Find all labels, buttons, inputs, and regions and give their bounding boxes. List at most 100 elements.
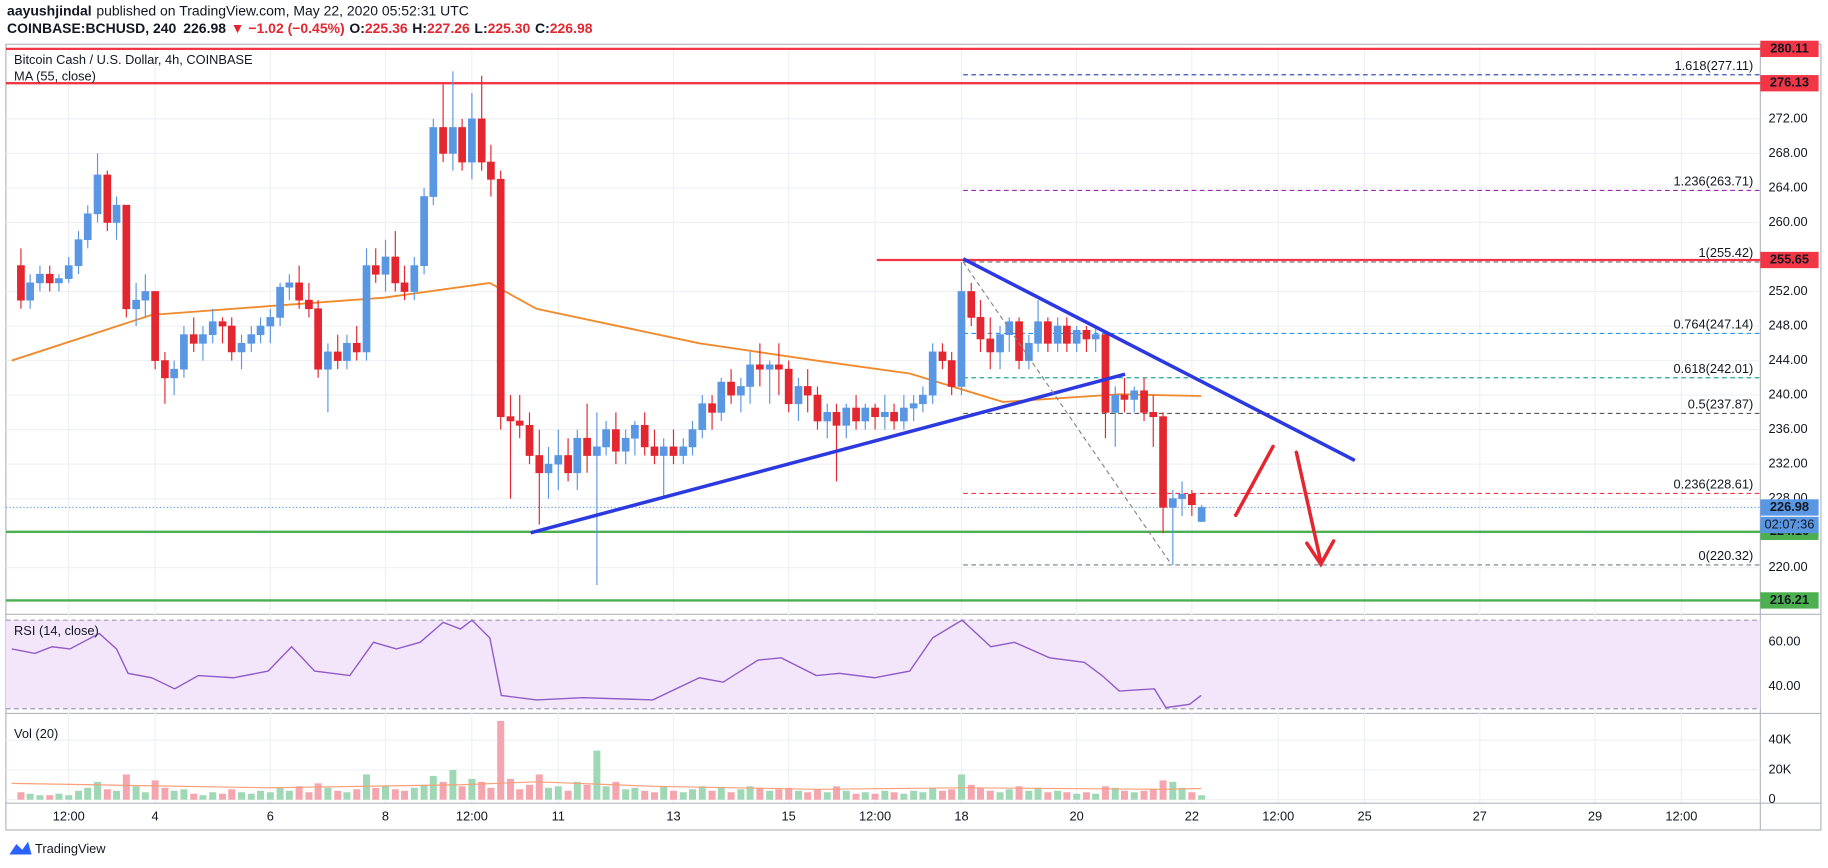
- volume-bar: [1073, 793, 1081, 800]
- symbol-line: COINBASE:BCHUSD, 240 226.98 ▼ −1.02 (−0.45…: [7, 20, 593, 36]
- volume-bar: [199, 795, 207, 800]
- volume-bar: [1044, 792, 1052, 800]
- volume-bar: [852, 793, 860, 800]
- volume-bar: [420, 784, 428, 800]
- candle-body: [285, 282, 294, 288]
- fib-label: 1.618(277.11): [1674, 58, 1753, 73]
- candle-body: [727, 381, 735, 396]
- volume-bar: [967, 784, 975, 800]
- x-tick-label: 12:00: [456, 809, 488, 824]
- volume-bar: [871, 793, 879, 800]
- volume-bar: [439, 781, 447, 800]
- volume-bar: [55, 793, 63, 800]
- volume-bar: [688, 789, 696, 800]
- candle-body: [708, 403, 716, 413]
- candle-body: [496, 178, 505, 418]
- volume-bar: [132, 786, 140, 800]
- volume-bar: [141, 792, 149, 800]
- rsi-line: [11, 619, 1202, 709]
- candle-body: [746, 364, 754, 387]
- logo: [9, 841, 32, 855]
- y-tick-label: 232.00: [1768, 456, 1807, 471]
- candle-body: [612, 429, 620, 452]
- candle-body: [410, 265, 419, 292]
- axes: 12:00 4 6 8 12:00 11 13 15 12:00 18 20 22 12:00 25 27 2…: [53, 40, 1819, 824]
- candle-body: [909, 403, 918, 409]
- brand: TradingView: [35, 841, 106, 856]
- volume-bar: [919, 792, 927, 800]
- candle-body: [141, 291, 150, 301]
- volume-bar: [1169, 781, 1177, 800]
- volume-bar: [94, 781, 102, 800]
- candle-body: [832, 412, 841, 426]
- volume-bar: [113, 790, 121, 800]
- candle-body: [525, 424, 534, 456]
- y-tick-label: 248.00: [1768, 317, 1807, 332]
- candle-body: [1197, 507, 1206, 522]
- volume-bar: [314, 783, 322, 800]
- axis-price-box: [1760, 40, 1819, 58]
- volume-bar: [46, 795, 54, 800]
- candle-body: [487, 161, 495, 180]
- x-tick-label: 12:00: [859, 809, 891, 824]
- rsi-legend: RSI (14, close): [14, 623, 99, 638]
- volume-bar: [526, 784, 533, 800]
- volume-bar: [257, 790, 265, 800]
- candle-body: [189, 334, 198, 344]
- footer-logo: TradingView: [9, 841, 106, 856]
- volume-bar: [103, 789, 111, 800]
- x-tick-label: 20: [1070, 809, 1084, 824]
- author: aayushjindal: [7, 2, 92, 18]
- volume-bar: [26, 793, 34, 800]
- volume-bar: [266, 792, 274, 800]
- trendline: [962, 261, 1173, 566]
- candle-body: [112, 204, 121, 223]
- volume-bar: [180, 789, 188, 800]
- y-tick-label: 20K: [1768, 761, 1791, 776]
- ohlc-label: C:: [535, 20, 550, 36]
- volume-bar: [986, 790, 994, 800]
- candle-body: [371, 265, 380, 275]
- candle-body: [1120, 394, 1129, 400]
- candle-body: [1005, 321, 1014, 336]
- candle-body: [861, 407, 870, 422]
- candle-body: [1168, 498, 1177, 508]
- volume-bar: [305, 792, 313, 800]
- arrows: [1233, 444, 1336, 568]
- y-tick-label: 252.00: [1768, 283, 1807, 298]
- volume-bar: [948, 789, 956, 800]
- x-tick-label: 12:00: [1665, 809, 1697, 824]
- candle-body: [439, 127, 447, 154]
- candle-body: [391, 256, 400, 284]
- candle-body: [420, 196, 428, 266]
- volume-bar: [506, 778, 514, 800]
- volume-bar: [842, 790, 850, 800]
- volume-bar: [17, 792, 25, 800]
- ohlc-value: 225.30: [488, 20, 531, 36]
- x-tick-label: 8: [382, 809, 389, 824]
- volume-bar: [343, 792, 351, 800]
- ohlc-label: H:: [412, 20, 427, 36]
- candle-body: [381, 256, 390, 275]
- volume-bar: [363, 774, 371, 800]
- x-tick-label: 4: [152, 809, 159, 824]
- frame: [5, 43, 1822, 831]
- candle-body: [256, 325, 265, 336]
- volume-bar: [1149, 789, 1157, 800]
- candle-body: [890, 412, 898, 422]
- volume-bar: [564, 790, 572, 800]
- candle-body: [823, 412, 832, 422]
- volume-bar: [785, 787, 793, 800]
- volume-bar: [324, 787, 332, 800]
- candle-body: [756, 364, 764, 370]
- candle-body: [1091, 334, 1100, 340]
- candle-body: [947, 360, 956, 387]
- volume-bar: [631, 787, 639, 800]
- candle-body: [535, 455, 544, 474]
- volume-bar: [353, 789, 361, 800]
- volume-bar: [583, 784, 591, 800]
- y-tick-label: 240.00: [1768, 386, 1807, 401]
- candle-body: [852, 407, 860, 422]
- volume-bar: [976, 787, 984, 800]
- candle-body: [775, 364, 783, 370]
